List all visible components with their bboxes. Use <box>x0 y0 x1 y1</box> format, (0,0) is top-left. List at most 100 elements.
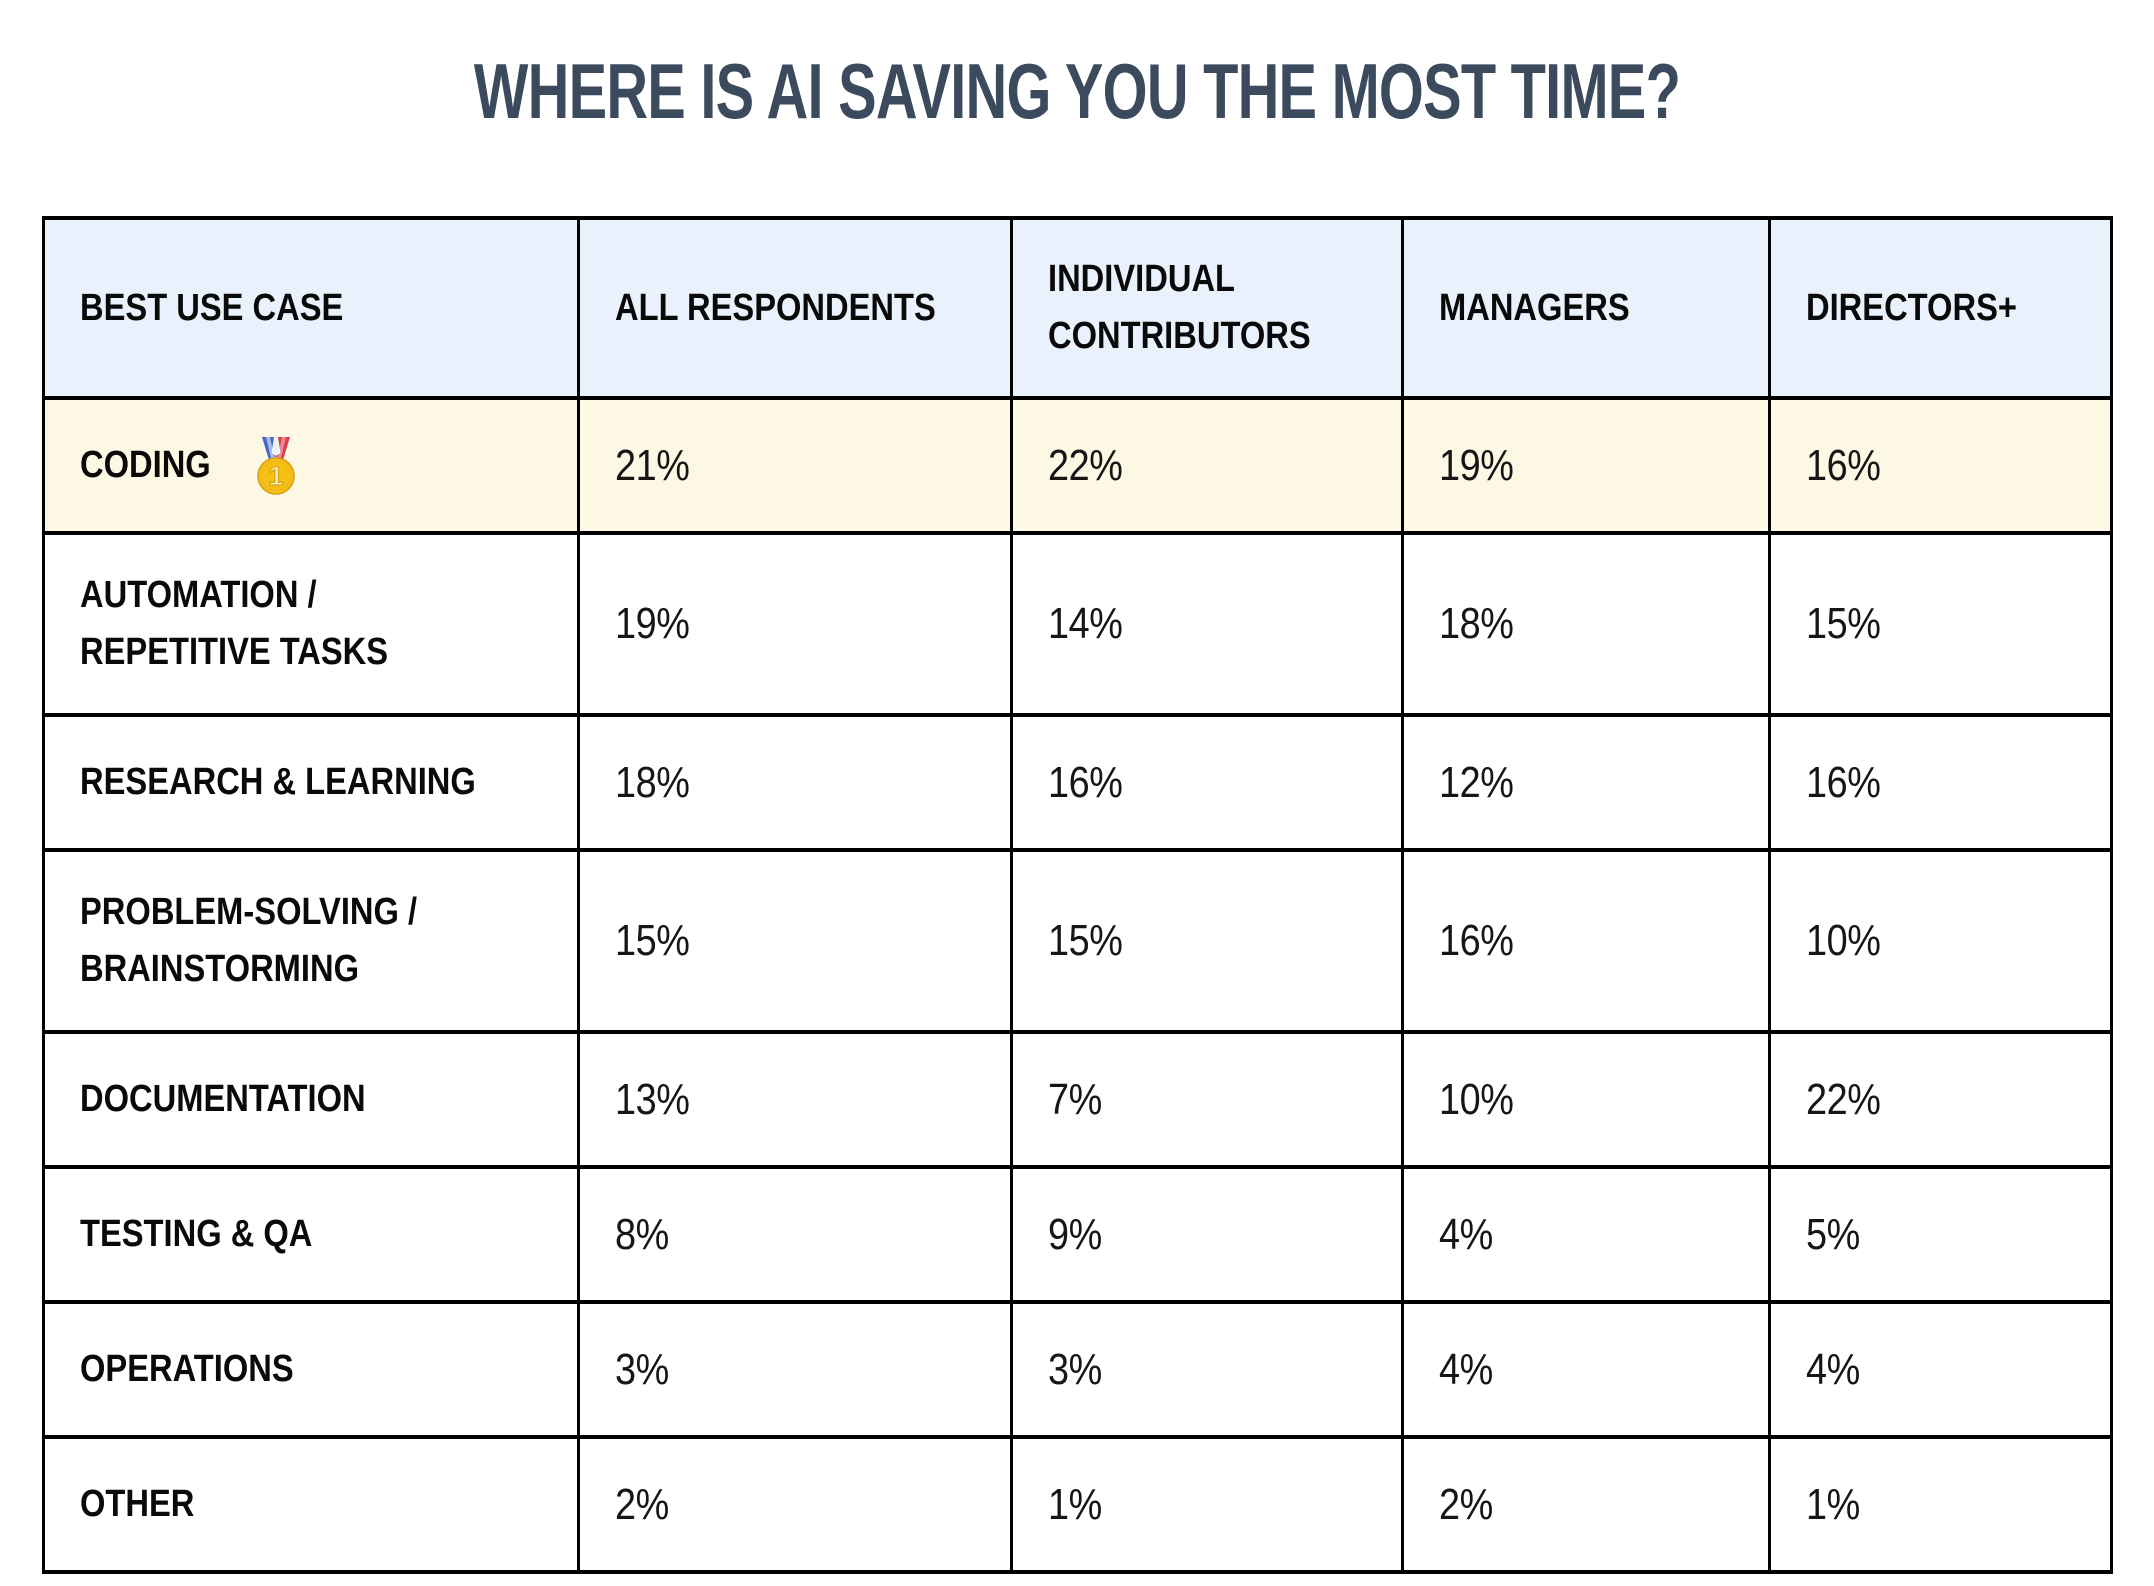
use-case-label: RESEARCH & LEARNING <box>80 761 476 803</box>
value-cell: 18% <box>1401 531 1771 717</box>
value-text: 1% <box>1806 1479 1860 1529</box>
table-row-testing-qa: TESTING & QA 8% 9% 4% 5% <box>42 1165 2113 1304</box>
header-row: BEST USE CASE ALL RESPONDENTS INDIVIDUAL C… <box>42 216 2113 400</box>
value-text: 18% <box>1439 599 1514 648</box>
value-text: 12% <box>1439 757 1514 807</box>
column-header-label: ALL RESPONDENTS <box>615 286 936 329</box>
value-text: 9% <box>1048 1209 1102 1259</box>
value-text: 1% <box>1048 1479 1102 1529</box>
value-cell: 4% <box>1401 1300 1771 1439</box>
value-cell: 2% <box>577 1435 1013 1574</box>
table-row-documentation: DOCUMENTATION 13% 7% 10% 22% <box>42 1030 2113 1169</box>
value-cell: 8% <box>577 1165 1013 1304</box>
value-cell: 16% <box>1768 396 2113 535</box>
value-cell: 1% <box>1010 1435 1404 1574</box>
value-cell: 2% <box>1401 1435 1771 1574</box>
page-title: WHERE IS AI SAVING YOU THE MOST TIME? <box>0 52 2154 130</box>
value-cell: 10% <box>1401 1030 1771 1169</box>
value-text: 19% <box>1439 440 1514 490</box>
value-cell: 18% <box>577 713 1013 852</box>
table-row-automation-repetitive-tasks: AUTOMATION / REPETITIVE TASKS 19% 14% 18% 15… <box>42 531 2113 717</box>
value-cell: 21% <box>577 396 1013 535</box>
use-case-label: DOCUMENTATION <box>80 1078 366 1120</box>
value-cell: 9% <box>1010 1165 1404 1304</box>
value-cell: 16% <box>1010 713 1404 852</box>
use-case-label: CODING <box>80 444 211 486</box>
value-text: 14% <box>1048 599 1123 648</box>
survey-table-infographic: WHERE IS AI SAVING YOU THE MOST TIME? BE… <box>0 52 2154 1574</box>
value-cell: 12% <box>1401 713 1771 852</box>
use-case-cell: AUTOMATION / REPETITIVE TASKS <box>42 531 580 717</box>
value-text: 16% <box>1439 916 1514 965</box>
first-place-medal-icon: 1 <box>256 436 296 495</box>
value-text: 2% <box>615 1479 669 1529</box>
value-text: 15% <box>615 916 690 965</box>
value-text: 10% <box>1439 1074 1514 1124</box>
value-text: 16% <box>1048 757 1123 807</box>
value-text: 5% <box>1806 1209 1860 1259</box>
value-cell: 19% <box>577 531 1013 717</box>
table-row-problem-solving-brainstorming: PROBLEM-SOLVING / BRAINSTORMING 15% 15% 16%… <box>42 848 2113 1034</box>
use-case-cell: OTHER <box>42 1435 580 1574</box>
column-header-best-use-case: BEST USE CASE <box>42 216 580 400</box>
value-text: 18% <box>615 757 690 807</box>
value-text: 4% <box>1439 1209 1493 1259</box>
value-cell: 15% <box>1768 531 2113 717</box>
value-cell: 22% <box>1768 1030 2113 1169</box>
value-cell: 10% <box>1768 848 2113 1034</box>
value-text: 21% <box>615 440 690 490</box>
value-cell: 16% <box>1401 848 1771 1034</box>
results-table: BEST USE CASE ALL RESPONDENTS INDIVIDUAL C… <box>42 216 2113 1574</box>
value-text: 15% <box>1806 599 1881 648</box>
value-text: 15% <box>1048 916 1123 965</box>
value-cell: 1% <box>1768 1435 2113 1574</box>
use-case-label: OPERATIONS <box>80 1348 294 1390</box>
value-cell: 15% <box>1010 848 1404 1034</box>
column-header-label: MANAGERS <box>1439 286 1630 329</box>
table-row-other: OTHER 2% 1% 2% 1% <box>42 1435 2113 1574</box>
value-cell: 14% <box>1010 531 1404 717</box>
value-text: 19% <box>615 599 690 648</box>
use-case-cell: TESTING & QA <box>42 1165 580 1304</box>
value-cell: 19% <box>1401 396 1771 535</box>
column-header-label: DIRECTORS+ <box>1806 286 2017 329</box>
value-text: 3% <box>615 1344 669 1394</box>
value-text: 2% <box>1439 1479 1493 1529</box>
value-text: 8% <box>615 1209 669 1259</box>
value-text: 4% <box>1439 1344 1493 1394</box>
column-header-managers: MANAGERS <box>1401 216 1771 400</box>
use-case-label: TESTING & QA <box>80 1213 313 1255</box>
column-header-directors-plus: DIRECTORS+ <box>1768 216 2113 400</box>
value-cell: 13% <box>577 1030 1013 1169</box>
use-case-label: AUTOMATION / REPETITIVE TASKS <box>80 574 389 673</box>
use-case-label: PROBLEM-SOLVING / BRAINSTORMING <box>80 891 418 990</box>
table-row-operations: OPERATIONS 3% 3% 4% 4% <box>42 1300 2113 1439</box>
value-cell: 15% <box>577 848 1013 1034</box>
value-cell: 3% <box>1010 1300 1404 1439</box>
value-cell: 4% <box>1768 1300 2113 1439</box>
table-row-research-learning: RESEARCH & LEARNING 18% 16% 12% 16% <box>42 713 2113 852</box>
value-text: 7% <box>1048 1074 1102 1124</box>
column-header-individual-contributors: INDIVIDUAL CONTRIBUTORS <box>1010 216 1404 400</box>
svg-text:1: 1 <box>268 461 283 491</box>
use-case-cell: RESEARCH & LEARNING <box>42 713 580 852</box>
value-cell: 7% <box>1010 1030 1404 1169</box>
value-text: 22% <box>1048 440 1123 490</box>
use-case-label: OTHER <box>80 1483 195 1525</box>
value-cell: 5% <box>1768 1165 2113 1304</box>
value-cell: 22% <box>1010 396 1404 535</box>
use-case-cell: CODING 1 <box>42 396 580 535</box>
value-text: 13% <box>615 1074 690 1124</box>
value-cell: 3% <box>577 1300 1013 1439</box>
value-text: 4% <box>1806 1344 1860 1394</box>
value-cell: 4% <box>1401 1165 1771 1304</box>
value-text: 16% <box>1806 440 1881 490</box>
page-title-text: WHERE IS AI SAVING YOU THE MOST TIME? <box>473 47 1681 135</box>
use-case-cell: DOCUMENTATION <box>42 1030 580 1169</box>
table-row-coding: CODING 1 21% 22% 19% 16% <box>42 396 2113 535</box>
column-header-label: BEST USE CASE <box>80 286 344 329</box>
column-header-label: INDIVIDUAL CONTRIBUTORS <box>1048 258 1311 357</box>
value-text: 3% <box>1048 1344 1102 1394</box>
value-text: 22% <box>1806 1074 1881 1124</box>
use-case-cell: PROBLEM-SOLVING / BRAINSTORMING <box>42 848 580 1034</box>
